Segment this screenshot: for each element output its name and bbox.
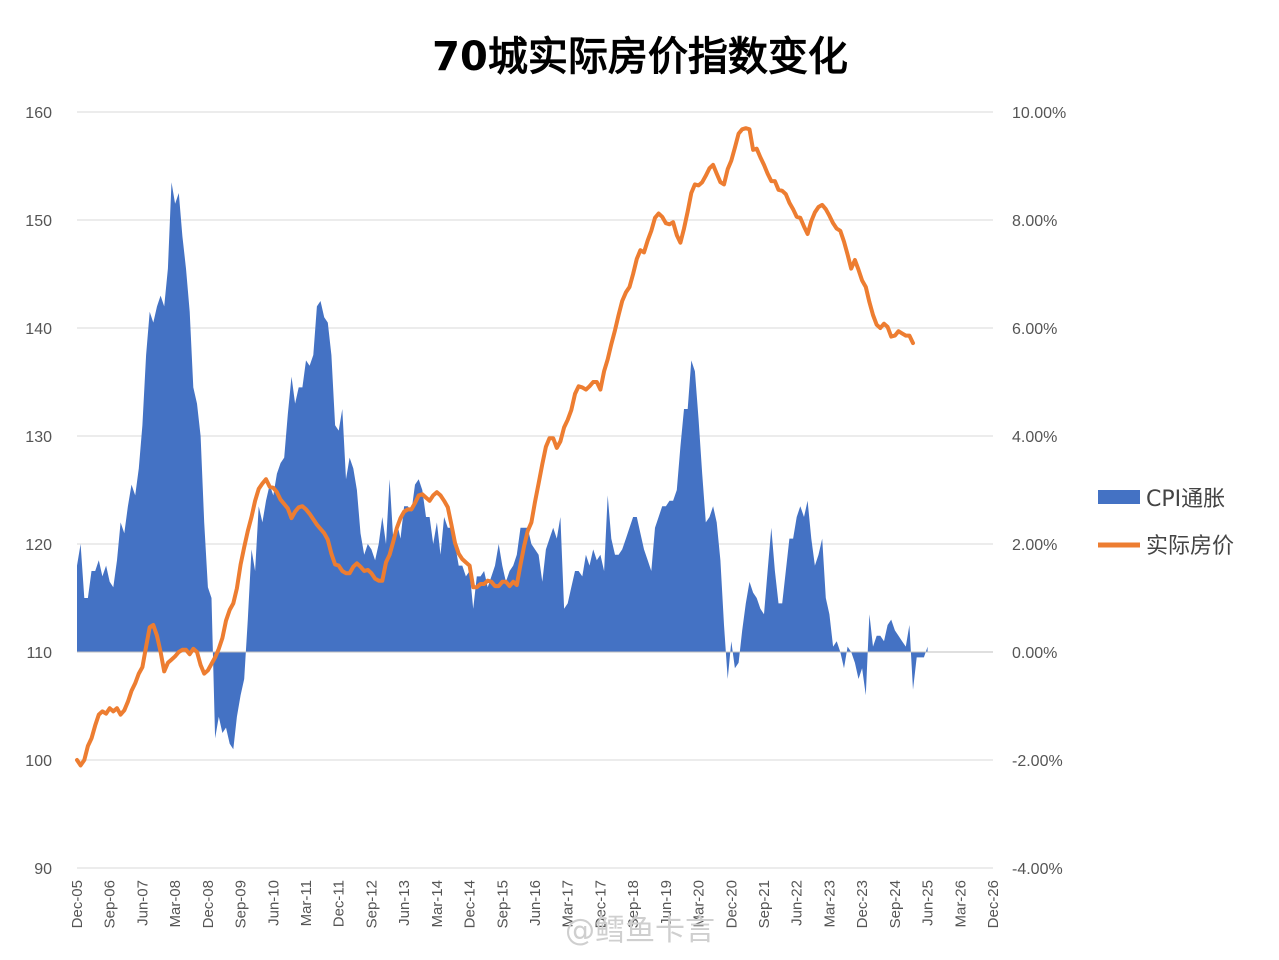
x-tick-label: Dec-17 — [592, 880, 609, 928]
x-axis-tick-labels: Dec-05 Sep-06 Jun-07 Mar-08 Dec-08 Sep-09 Jun-… — [69, 880, 1002, 928]
grid-lines — [77, 111, 993, 869]
watermark: @鳕鱼卡言 — [565, 913, 715, 948]
x-tick-label: Dec-23 — [854, 880, 871, 928]
x-tick-label: Jun-25 — [920, 880, 937, 926]
x-tick-label: Mar-23 — [821, 880, 838, 928]
x-tick-label: Dec-08 — [200, 880, 217, 928]
left-tick-label: 130 — [25, 429, 52, 446]
cpi-area-path — [77, 182, 928, 750]
x-tick-label: Dec-20 — [723, 880, 740, 928]
x-tick-label: Dec-05 — [69, 880, 86, 928]
x-tick-label: Jun-07 — [134, 880, 151, 926]
left-tick-label: 140 — [25, 321, 52, 338]
right-tick-label: -4.00% — [1012, 861, 1063, 878]
x-tick-label: Sep-18 — [625, 880, 642, 928]
left-tick-label: 120 — [25, 537, 52, 554]
legend-label-real-price: 实际房价 — [1146, 534, 1234, 559]
left-tick-label: 90 — [34, 861, 52, 878]
left-tick-label: 150 — [25, 213, 52, 230]
legend-label-cpi: CPI通胀 — [1146, 487, 1225, 512]
left-tick-label: 160 — [25, 105, 52, 122]
real-price-line — [75, 126, 915, 768]
x-tick-label: Sep-12 — [363, 880, 380, 928]
x-tick-label: Jun-19 — [658, 880, 675, 926]
x-tick-label: Mar-26 — [952, 880, 969, 928]
x-tick-label: Mar-17 — [560, 880, 577, 928]
legend: CPI通胀 实际房价 — [1098, 487, 1234, 559]
right-tick-label: 0.00% — [1012, 645, 1057, 662]
chart-title: 70城实际房价指数变化 — [432, 34, 848, 80]
right-axis-tick-labels: -4.00% -2.00% 0.00% 2.00% 4.00% 6.00% 8.00% 10.… — [1012, 105, 1066, 878]
x-tick-label: Dec-26 — [985, 880, 1002, 928]
real-price-line-series — [75, 126, 915, 768]
x-tick-label: Sep-15 — [494, 880, 511, 928]
x-tick-label: Sep-09 — [233, 880, 250, 928]
x-tick-label: Jun-13 — [396, 880, 413, 926]
x-tick-label: Mar-14 — [429, 880, 446, 928]
x-tick-label: Jun-22 — [789, 880, 806, 926]
x-tick-label: Sep-24 — [887, 880, 904, 928]
right-tick-label: 2.00% — [1012, 537, 1057, 554]
x-tick-label: Jun-16 — [527, 880, 544, 926]
x-tick-label: Dec-11 — [331, 880, 348, 927]
x-tick-label: Mar-11 — [298, 880, 315, 926]
x-tick-label: Sep-21 — [756, 880, 773, 928]
x-tick-label: Sep-06 — [102, 880, 119, 928]
cpi-area-series — [77, 182, 993, 750]
x-tick-label: Dec-14 — [462, 880, 479, 928]
legend-swatch-cpi — [1098, 490, 1140, 504]
left-tick-label: 110 — [26, 645, 52, 662]
right-tick-label: 8.00% — [1012, 213, 1057, 230]
right-tick-label: 10.00% — [1012, 105, 1066, 122]
x-tick-label: Mar-08 — [167, 880, 184, 928]
x-tick-label: Jun-10 — [265, 880, 282, 926]
x-tick-label: Mar-20 — [691, 880, 708, 928]
right-tick-label: 4.00% — [1012, 429, 1057, 446]
left-axis-tick-labels: 90 100 110 120 130 140 150 160 — [25, 105, 52, 878]
left-tick-label: 100 — [25, 753, 52, 770]
right-tick-label: 6.00% — [1012, 321, 1057, 338]
right-tick-label: -2.00% — [1012, 753, 1063, 770]
